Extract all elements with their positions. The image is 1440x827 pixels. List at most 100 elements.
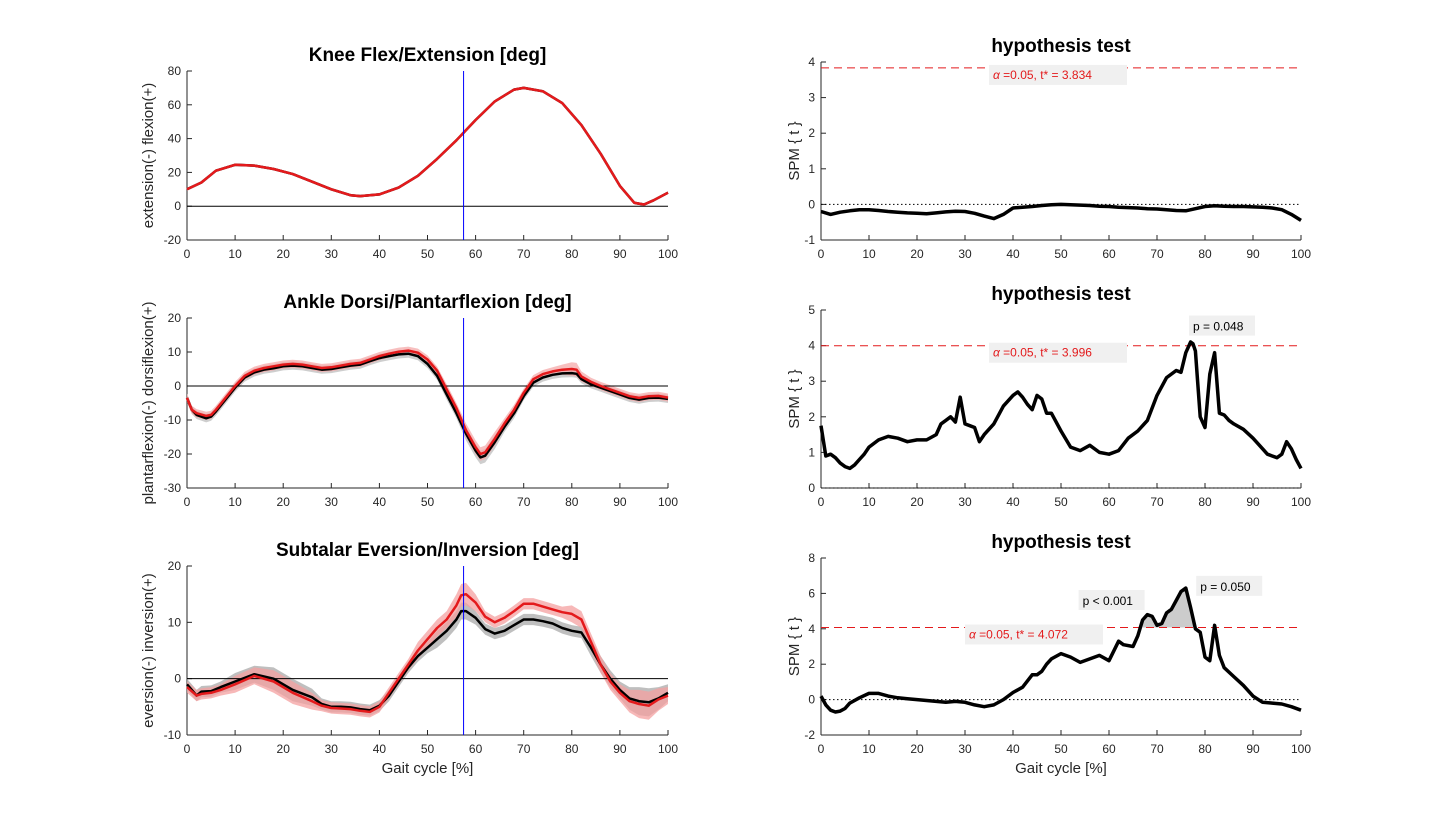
y-tick-label: 0	[808, 693, 815, 707]
x-tick-label: 40	[1006, 495, 1020, 509]
chart-title: Ankle Dorsi/Plantarflexion [deg]	[283, 292, 571, 313]
x-tick-label: 10	[862, 742, 876, 756]
y-tick-label: -10	[164, 413, 182, 427]
x-tick-label: 30	[325, 495, 339, 509]
y-axis-label: SPM { t }	[786, 617, 803, 676]
chart-title: hypothesis test	[991, 36, 1131, 57]
series-line-1	[186, 592, 669, 714]
y-tick-label: 20	[168, 311, 182, 325]
y-axis-label: plantarflexion(-) dorsiflexion(+)	[140, 301, 157, 504]
x-tick-label: 20	[277, 495, 291, 509]
x-tick-label: 80	[1198, 247, 1212, 261]
x-tick-label: 80	[565, 247, 579, 261]
cluster-fill-0	[1142, 588, 1201, 628]
x-tick-label: 90	[1246, 495, 1260, 509]
y-tick-label: 3	[808, 91, 815, 105]
panel-ankle: Ankle Dorsi/Plantarflexion [deg] 0 10 20 30 4…	[140, 292, 678, 509]
y-tick-label: 80	[168, 64, 182, 78]
x-tick-label: 60	[469, 742, 483, 756]
panel-knee: Knee Flex/Extension [deg] 0 10 20 30 40 50 60 70…	[140, 45, 678, 261]
y-tick-label: 4	[808, 55, 815, 69]
x-tick-label: 90	[613, 742, 627, 756]
x-tick-label: 0	[818, 247, 825, 261]
x-tick-label: 50	[421, 742, 435, 756]
threshold-label: α =0.05, t* = 3.996	[993, 346, 1092, 360]
cluster-label-box	[1189, 315, 1255, 336]
x-tick-label: 0	[184, 247, 191, 261]
y-tick-label: 1	[808, 162, 815, 176]
series-band-0	[187, 602, 668, 717]
x-tick-label: 60	[469, 247, 483, 261]
alpha-symbol: α	[969, 628, 977, 642]
y-axis-label: eversion(-) inversion(+)	[140, 573, 157, 728]
cluster-label-box	[1196, 575, 1263, 596]
x-tick-label: 90	[1246, 742, 1260, 756]
x-tick-label: 10	[228, 247, 242, 261]
x-tick-label: 100	[658, 247, 678, 261]
cluster-p-value: p = 0.050	[1200, 580, 1251, 594]
x-tick-label: 30	[958, 742, 972, 756]
x-tick-label: 70	[1150, 495, 1164, 509]
x-tick-label: 80	[1198, 495, 1212, 509]
cluster-label-box	[1078, 590, 1145, 611]
x-tick-label: 0	[184, 742, 191, 756]
x-tick-label: 100	[658, 495, 678, 509]
y-tick-label: 2	[808, 657, 815, 671]
x-tick-label: 60	[469, 495, 483, 509]
x-tick-label: 100	[1291, 495, 1311, 509]
x-tick-label: 40	[373, 742, 387, 756]
y-axis-label: SPM { t }	[786, 121, 803, 180]
x-tick-label: 20	[910, 495, 924, 509]
x-tick-label: 40	[1006, 742, 1020, 756]
y-tick-label: 10	[168, 345, 182, 359]
x-axis-label: Gait cycle [%]	[382, 760, 474, 777]
chart-title: Knee Flex/Extension [deg]	[309, 45, 547, 66]
x-tick-label: 80	[565, 495, 579, 509]
y-tick-label: 40	[168, 132, 182, 146]
x-tick-label: 70	[517, 247, 531, 261]
x-tick-label: 10	[862, 247, 876, 261]
series-line-1	[185, 349, 669, 456]
x-tick-label: 50	[1054, 247, 1068, 261]
y-tick-label: -20	[164, 233, 182, 247]
x-tick-label: 40	[373, 247, 387, 261]
y-tick-label: -20	[164, 447, 182, 461]
x-tick-label: 100	[1291, 247, 1311, 261]
series-band-0	[187, 349, 668, 465]
x-tick-label: 30	[958, 495, 972, 509]
x-tick-label: 20	[277, 247, 291, 261]
threshold-value-text: =0.05, t* = 4.072	[976, 628, 1068, 642]
x-tick-label: 100	[658, 742, 678, 756]
x-tick-label: 30	[325, 247, 339, 261]
chart-title: Subtalar Eversion/Inversion [deg]	[276, 540, 579, 561]
x-tick-label: 80	[565, 742, 579, 756]
x-axis-label: Gait cycle [%]	[1015, 760, 1107, 777]
alpha-symbol: α	[993, 68, 1001, 82]
series-line-1	[186, 86, 669, 206]
alpha-symbol: α	[993, 346, 1001, 360]
x-tick-label: 10	[228, 742, 242, 756]
x-tick-label: 40	[1006, 247, 1020, 261]
y-tick-label: -10	[164, 728, 182, 742]
threshold-label-box	[989, 342, 1127, 363]
x-tick-label: 10	[228, 495, 242, 509]
y-tick-label: 20	[168, 165, 182, 179]
threshold-label-box	[989, 64, 1127, 85]
y-axis-label: SPM { t }	[786, 369, 803, 428]
panel-subtalar: Subtalar Eversion/Inversion [deg] 0 10 20 30…	[140, 540, 678, 777]
series-line-0	[185, 352, 669, 459]
x-tick-label: 30	[325, 742, 339, 756]
x-tick-label: 70	[517, 742, 531, 756]
y-tick-label: 2	[808, 410, 815, 424]
x-tick-label: 60	[1102, 495, 1116, 509]
y-tick-label: 6	[808, 586, 815, 600]
x-tick-label: 90	[613, 247, 627, 261]
y-tick-label: 3	[808, 374, 815, 388]
y-tick-label: 1	[808, 445, 815, 459]
x-tick-label: 20	[910, 247, 924, 261]
x-tick-label: 40	[373, 495, 387, 509]
x-tick-label: 100	[1291, 742, 1311, 756]
series-line-0	[186, 609, 669, 712]
